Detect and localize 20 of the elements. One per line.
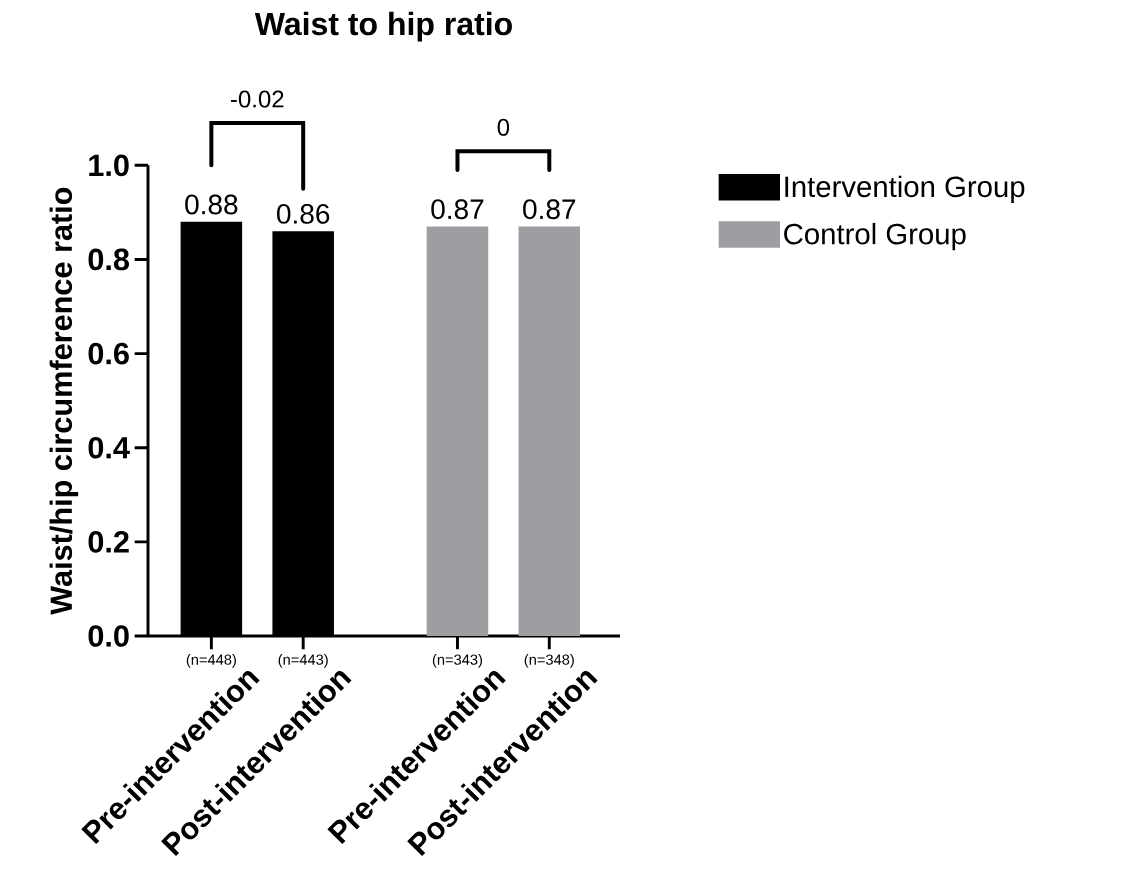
y-tick-label: 0.4 bbox=[88, 436, 130, 459]
y-tick-label: 0.6 bbox=[88, 342, 129, 365]
data-label: 0.88 bbox=[185, 194, 238, 215]
text: (n=343) bbox=[432, 654, 483, 668]
y-tick-label: 0.2 bbox=[88, 531, 129, 553]
legend-label: Control Group bbox=[784, 222, 966, 251]
y-tick-label: 0.0 bbox=[88, 625, 129, 647]
text: -0.02 bbox=[230, 90, 284, 108]
data-label: 0.86 bbox=[277, 204, 330, 224]
y-tick-label: 0.8 bbox=[88, 248, 130, 271]
text: 0 bbox=[497, 118, 510, 136]
y-tick-label: 1.0 bbox=[89, 154, 129, 177]
data-label: 0.87 bbox=[523, 199, 576, 220]
text: (n=443) bbox=[278, 654, 328, 668]
text: (n=448) bbox=[186, 654, 236, 668]
text: (n=348) bbox=[524, 654, 574, 668]
chart-title: Waist to hip ratio bbox=[254, 11, 512, 42]
data-label: 0.87 bbox=[431, 199, 484, 220]
legend-label: Intervention Group bbox=[785, 175, 1025, 203]
y-axis-title: Waist/hip circumference ratio bbox=[49, 187, 79, 615]
